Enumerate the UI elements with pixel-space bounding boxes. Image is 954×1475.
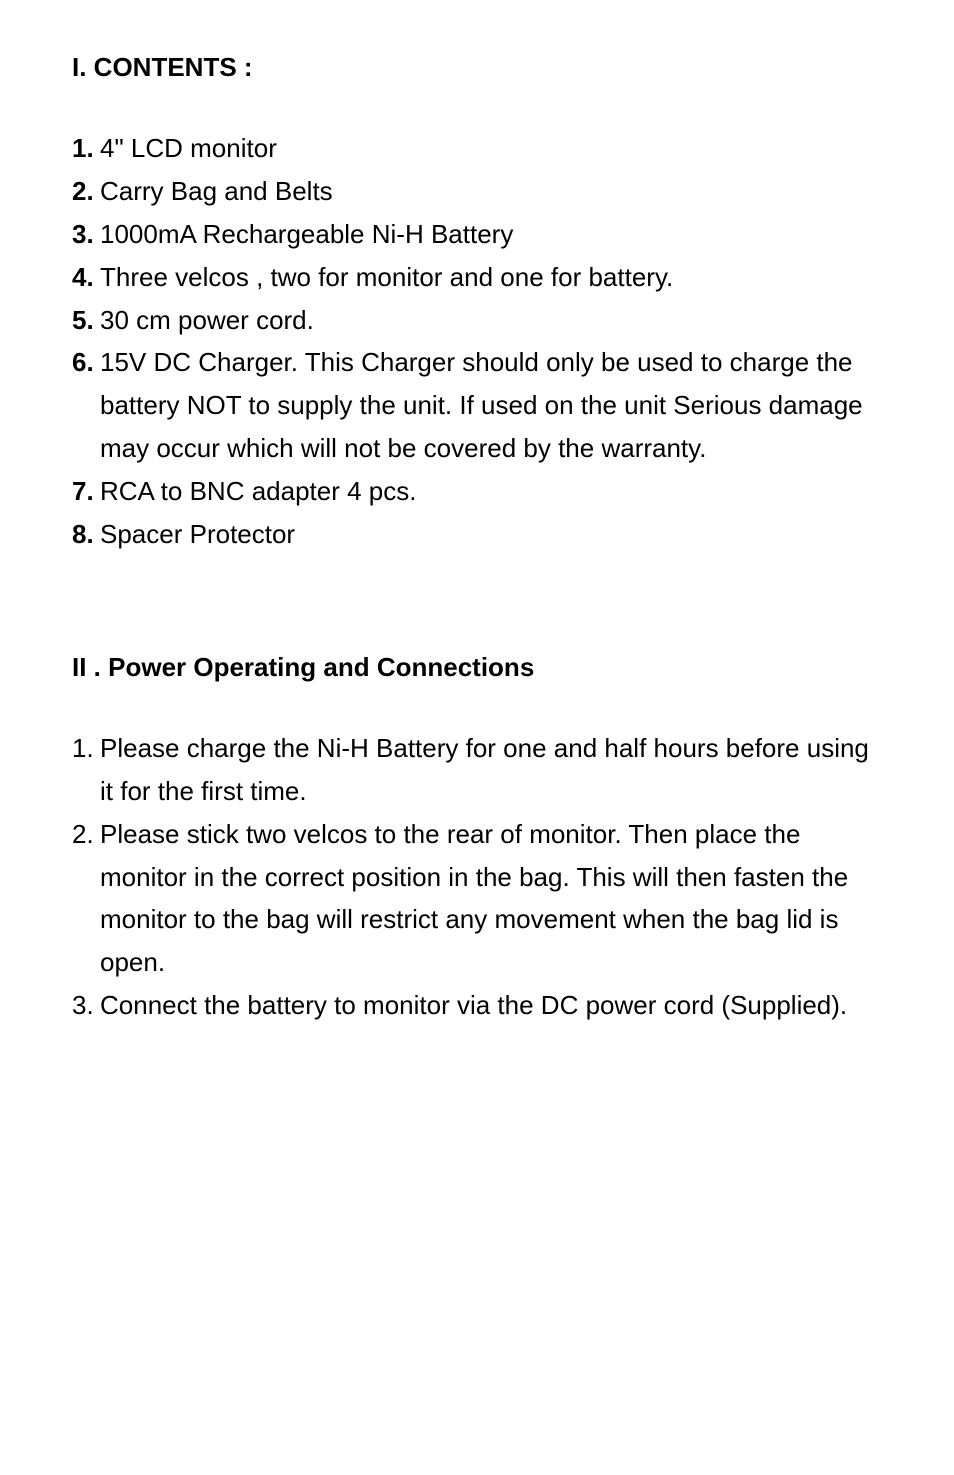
- contents-list: 1. 4" LCD monitor 2. Carry Bag and Belts…: [72, 127, 882, 556]
- list-marker: 1.: [72, 727, 100, 770]
- list-marker: 3.: [72, 213, 100, 256]
- section-heading-contents: I. CONTENTS :: [72, 52, 882, 83]
- list-text: 30 cm power cord.: [100, 299, 882, 342]
- list-text: Spacer Protector: [100, 513, 882, 556]
- list-item: 6. 15V DC Charger. This Charger should o…: [72, 341, 882, 470]
- list-text: Please stick two velcos to the rear of m…: [100, 813, 882, 985]
- list-item: 7. RCA to BNC adapter 4 pcs.: [72, 470, 882, 513]
- list-text: 15V DC Charger. This Charger should only…: [100, 341, 882, 470]
- list-item: 5. 30 cm power cord.: [72, 299, 882, 342]
- list-text: Carry Bag and Belts: [100, 170, 882, 213]
- list-item: 1. Please charge the Ni-H Battery for on…: [72, 727, 882, 813]
- list-text: 4" LCD monitor: [100, 127, 882, 170]
- list-marker: 5.: [72, 299, 100, 342]
- list-text: Connect the battery to monitor via the D…: [100, 984, 882, 1027]
- list-text: Please charge the Ni-H Battery for one a…: [100, 727, 882, 813]
- list-item: 2. Please stick two velcos to the rear o…: [72, 813, 882, 985]
- list-marker: 2.: [72, 813, 100, 856]
- list-text: 1000mA Rechargeable Ni-H Battery: [100, 213, 882, 256]
- list-marker: 8.: [72, 513, 100, 556]
- list-item: 8. Spacer Protector: [72, 513, 882, 556]
- list-marker: 4.: [72, 256, 100, 299]
- list-item: 2. Carry Bag and Belts: [72, 170, 882, 213]
- list-marker: 3.: [72, 984, 100, 1027]
- list-marker: 1.: [72, 127, 100, 170]
- list-item: 1. 4" LCD monitor: [72, 127, 882, 170]
- list-item: 4. Three velcos , two for monitor and on…: [72, 256, 882, 299]
- section-heading-power: II . Power Operating and Connections: [72, 652, 882, 683]
- list-item: 3. 1000mA Rechargeable Ni-H Battery: [72, 213, 882, 256]
- list-item: 3. Connect the battery to monitor via th…: [72, 984, 882, 1027]
- list-marker: 6.: [72, 341, 100, 384]
- list-text: Three velcos , two for monitor and one f…: [100, 256, 882, 299]
- list-marker: 2.: [72, 170, 100, 213]
- list-text: RCA to BNC adapter 4 pcs.: [100, 470, 882, 513]
- list-marker: 7.: [72, 470, 100, 513]
- power-list: 1. Please charge the Ni-H Battery for on…: [72, 727, 882, 1027]
